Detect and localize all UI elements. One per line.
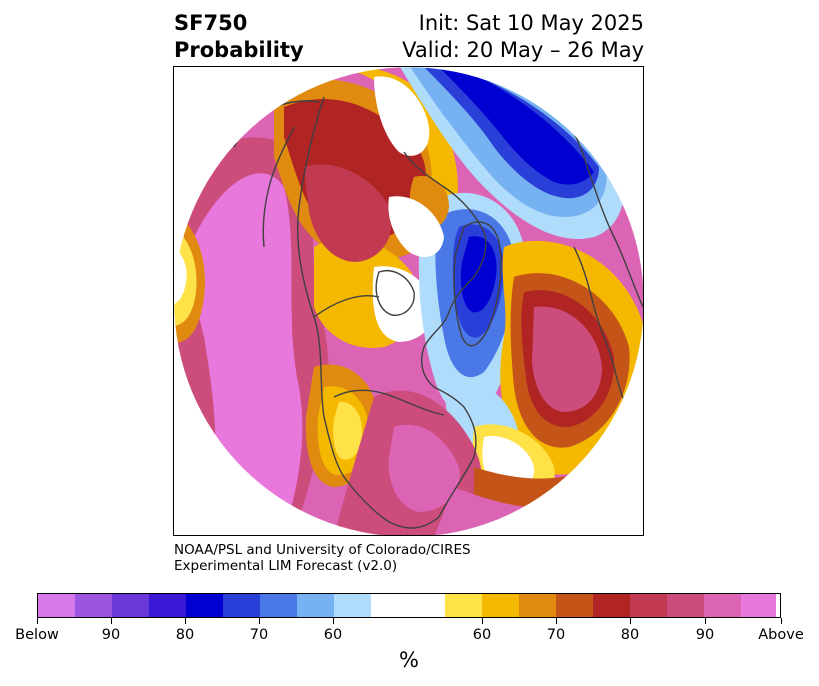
valid-range: Valid: 20 May – 26 May — [402, 38, 644, 62]
colorbar-swatch — [38, 594, 75, 617]
probability-map-canvas — [174, 67, 643, 535]
forecast-map — [173, 66, 644, 536]
colorbar-tick-label: 80 — [620, 627, 640, 643]
colorbar-swatch — [186, 594, 223, 617]
field-arctic-neutral2 — [388, 196, 444, 257]
colorbar-tick — [259, 618, 260, 624]
map-title: SF750 Probability — [174, 10, 304, 64]
probability-field — [174, 67, 643, 535]
colorbar-swatch — [334, 594, 371, 617]
credit-text: NOAA/PSL and University of Colorado/CIRE… — [174, 542, 471, 574]
colorbar-tick — [781, 618, 782, 624]
coast-greenland — [453, 221, 502, 347]
colorbar-tick — [37, 618, 38, 624]
credit-line-1: NOAA/PSL and University of Colorado/CIRE… — [174, 542, 471, 558]
colorbar-swatch — [223, 594, 260, 617]
field-trough-navy — [429, 67, 594, 185]
colorbar-swatch — [112, 594, 149, 617]
colorbar-swatch — [593, 594, 630, 617]
coast-east-us — [421, 311, 477, 518]
field-atlantic-rose — [532, 306, 602, 412]
colorbar-tick — [556, 618, 557, 624]
colorbar-tick-label: 70 — [546, 627, 566, 643]
field-west-pink — [192, 173, 303, 535]
field-south-magenta — [388, 424, 460, 512]
colorbar-tick-label: 60 — [472, 627, 492, 643]
field-canada-crimson — [304, 164, 392, 262]
forecast-dates: Init: Sat 10 May 2025 Valid: 20 May – 26… — [402, 10, 644, 64]
colorbar-tick — [333, 618, 334, 624]
colorbar-swatch — [297, 594, 334, 617]
colorbar-swatch — [630, 594, 667, 617]
colorbar-swatch — [482, 594, 519, 617]
colorbar-swatch — [704, 594, 741, 617]
colorbar-tick — [482, 618, 483, 624]
colorbar-tick — [111, 618, 112, 624]
colorbar-swatch — [667, 594, 704, 617]
init-date: Init: Sat 10 May 2025 — [418, 11, 644, 35]
coast-alaska — [262, 126, 295, 248]
field-sw-yellow — [333, 401, 363, 460]
colorbar-unit-label: % — [399, 648, 419, 672]
title-line-1: SF750 — [174, 11, 248, 35]
coast-canada-east — [403, 151, 487, 313]
colorbar-tick-label: 70 — [249, 627, 269, 643]
colorbar-swatch — [556, 594, 593, 617]
title-line-2: Probability — [174, 38, 304, 62]
colorbar-tick-label: 60 — [323, 627, 343, 643]
colorbar-tick — [705, 618, 706, 624]
colorbar-swatch — [149, 594, 186, 617]
colorbar-swatch — [260, 594, 297, 617]
border-us-mexico — [333, 389, 445, 416]
field-arctic-neutral — [374, 76, 430, 156]
colorbar-swatch — [445, 594, 482, 617]
colorbar — [37, 593, 781, 618]
colorbar-tick — [185, 618, 186, 624]
colorbar-tick-label: 90 — [695, 627, 715, 643]
coast-scandinavia — [573, 246, 635, 418]
colorbar-swatch — [519, 594, 556, 617]
colorbar-tick-label: 80 — [175, 627, 195, 643]
colorbar-tick-label: Above — [758, 627, 804, 643]
colorbar-swatch — [371, 594, 445, 617]
credit-line-2: Experimental LIM Forecast (v2.0) — [174, 558, 398, 574]
colorbar-tick — [630, 618, 631, 624]
field-low-navy — [460, 236, 497, 313]
colorbar-tick-label: 90 — [101, 627, 121, 643]
colorbar-swatch — [75, 594, 112, 617]
border-us-canada — [313, 295, 380, 318]
field-center-neutral — [372, 266, 435, 342]
colorbar-swatch — [741, 594, 776, 617]
coast-west-americas — [296, 96, 440, 529]
colorbar-tick-label: Below — [15, 627, 59, 643]
coast-hudson-bay — [375, 270, 415, 316]
